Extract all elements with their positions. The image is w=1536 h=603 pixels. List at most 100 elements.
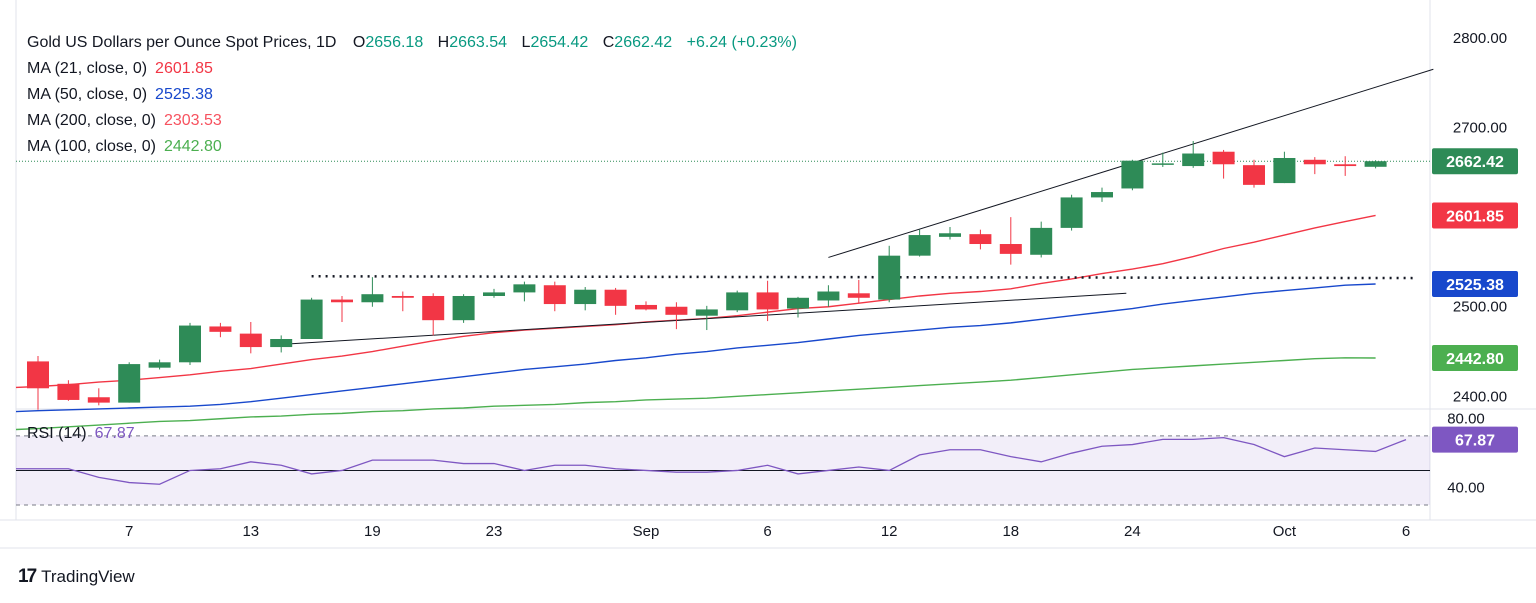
moving-averages [15, 214, 1376, 431]
ma50-value: 2525.38 [155, 86, 213, 103]
candle [1212, 149, 1235, 179]
candle-body [179, 325, 201, 363]
candle [270, 335, 293, 353]
candle [209, 322, 232, 338]
candle [513, 281, 536, 302]
time-tick-label: Oct [1273, 523, 1297, 540]
candle-body [1364, 161, 1387, 167]
candle [87, 388, 110, 406]
candle-body [57, 383, 80, 400]
candle [361, 277, 384, 307]
candle [665, 302, 688, 330]
time-tick-label: 12 [881, 523, 898, 540]
candle-body [878, 255, 901, 300]
time-tick-label: 7 [125, 523, 133, 540]
candle [1030, 221, 1053, 258]
candle-body [1273, 157, 1296, 184]
ma21-line [15, 214, 1376, 389]
candle-body [1303, 159, 1326, 165]
open-label: O [352, 34, 366, 51]
ma21-badge-text: 2601.85 [1446, 208, 1504, 225]
last-price-badge: 2662.42 [1432, 148, 1518, 175]
candle-body [847, 293, 870, 298]
rsi-badge-bg [1432, 426, 1518, 453]
candle [847, 279, 870, 304]
candle [726, 290, 749, 313]
ma21-value: 2601.85 [155, 60, 213, 77]
header-row: Gold US Dollars per Ounce Spot Prices, 1… [27, 30, 797, 56]
tradingview-brand[interactable]: 17 TradingView [18, 566, 135, 588]
low-label: L [521, 34, 531, 51]
open-value: O2656.18 [353, 34, 423, 51]
candle [1243, 159, 1265, 188]
candle [422, 293, 445, 336]
rsi-tick-label: 80.00 [1447, 411, 1485, 428]
candle-body [27, 361, 49, 389]
candle-body [787, 297, 809, 309]
candle-body [300, 299, 323, 340]
time-tick-label: 23 [486, 523, 503, 540]
ma50-line [15, 283, 1376, 413]
candle-body [391, 295, 414, 298]
candle-body [1091, 192, 1113, 198]
candle [179, 322, 201, 365]
ma200-label: MA (200, close, 0) [27, 112, 156, 129]
last-price-badge-bg [1432, 148, 1518, 175]
time-tick-label: 13 [242, 523, 259, 540]
candle [1091, 187, 1113, 202]
rsi-value: 67.87 [94, 425, 135, 442]
candle [1334, 156, 1357, 176]
ma100-badge-text: 2442.80 [1446, 351, 1504, 368]
price-grid [0, 0, 1536, 549]
ma100-badge: 2442.80 [1432, 344, 1518, 371]
close-value: C2662.42 [603, 34, 672, 51]
ma21-badge: 2601.85 [1432, 202, 1518, 229]
candle [817, 285, 840, 307]
legend-ma200: MA (200, close, 0) 2303.53 [27, 108, 797, 134]
candle-body [118, 364, 141, 403]
ma100-line [15, 357, 1376, 431]
price-tick-label: 2400.00 [1453, 388, 1507, 405]
candle-body [939, 233, 961, 237]
candle-body [1182, 153, 1205, 167]
candle [999, 217, 1022, 265]
rsi-tick-label: 40.00 [1447, 480, 1485, 497]
candle [756, 280, 779, 322]
candle [939, 226, 961, 240]
last-price-badge-text: 2662.42 [1446, 154, 1504, 171]
rsi-badge-text: 67.87 [1455, 433, 1495, 450]
candle-body [665, 306, 688, 315]
time-tick-label: Sep [633, 523, 660, 540]
rsi-line [16, 436, 1407, 485]
candle [695, 305, 718, 331]
candle [1303, 157, 1326, 175]
candle [300, 297, 323, 340]
open-num: 2656.18 [365, 34, 424, 51]
candle-body [1121, 160, 1144, 189]
candle [148, 359, 171, 370]
candle [1121, 159, 1144, 191]
candle-body [695, 309, 718, 316]
candle-body [148, 362, 171, 368]
price-axis: 2800.00 2700.00 2500.00 2400.00 80.00 40.00 26… [1432, 30, 1518, 497]
legend-ma21: MA (21, close, 0) 2601.85 [27, 56, 797, 82]
candle [452, 294, 475, 323]
candle [1364, 160, 1387, 169]
change-value: +6.24 (+0.23%) [686, 34, 797, 51]
rsi-legend: RSI (14) 67.87 [27, 425, 135, 443]
close-num: 2662.42 [614, 34, 673, 51]
candle-body [1030, 227, 1053, 255]
candle [118, 362, 141, 403]
candle [574, 287, 597, 311]
candle [239, 321, 262, 354]
candle-body [726, 292, 749, 311]
low-value: L2654.42 [522, 34, 589, 51]
candle [1060, 194, 1083, 231]
candle [331, 295, 353, 322]
candle-body [1243, 165, 1265, 185]
rsi-panel [16, 435, 1430, 506]
time-tick-label: 6 [1402, 523, 1410, 540]
candle-body [604, 289, 627, 306]
ma50-badge: 2525.38 [1432, 271, 1518, 298]
